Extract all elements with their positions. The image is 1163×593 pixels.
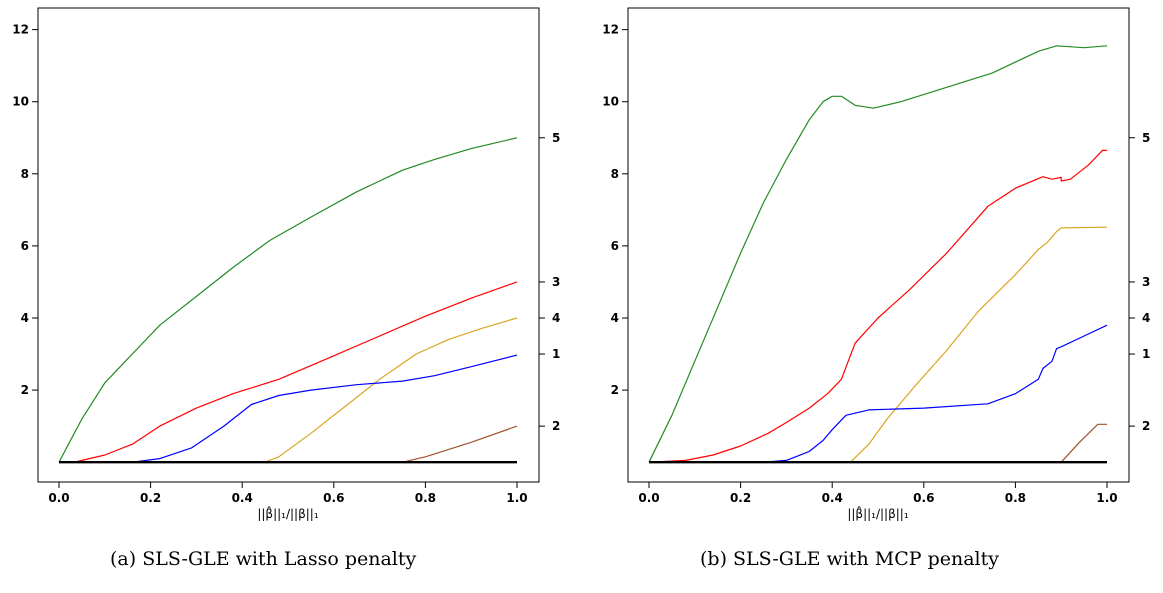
y-tick-label: 10: [602, 95, 619, 109]
series-line-0: [58, 137, 518, 463]
x-tick-label: 0.6: [913, 491, 934, 505]
caption-mcp: (b) SLS-GLE with MCP penalty: [700, 548, 999, 570]
y-tick-label: 10: [12, 95, 29, 109]
right-label-3: 3: [552, 275, 560, 289]
right-label-4: 4: [552, 311, 560, 325]
right-label-4: 4: [1142, 311, 1150, 325]
series-line-2: [59, 317, 518, 463]
series-line-2: [649, 226, 1108, 463]
x-tick-label: 1.0: [1096, 491, 1117, 505]
series-line-0: [648, 45, 1108, 463]
y-tick-label: 8: [611, 167, 619, 181]
x-axis-label: ||β̂||₁/||β||₁: [257, 505, 319, 521]
series-line-4: [649, 423, 1107, 463]
right-label-1: 1: [552, 347, 560, 361]
x-tick-label: 0.8: [1005, 491, 1026, 505]
y-tick-label: 6: [611, 239, 619, 253]
x-tick-label: 0.2: [730, 491, 751, 505]
y-tick-label: 8: [21, 167, 29, 181]
series-line-3: [59, 354, 518, 463]
y-tick-label: 12: [12, 23, 29, 37]
right-label-3: 3: [1142, 275, 1150, 289]
y-tick-label: 4: [611, 311, 619, 325]
x-tick-label: 0.2: [140, 491, 161, 505]
y-tick-label: 2: [21, 383, 29, 397]
caption-lasso: (a) SLS-GLE with Lasso penalty: [110, 548, 417, 570]
right-label-2: 2: [552, 419, 560, 433]
x-tick-label: 0.8: [415, 491, 436, 505]
y-tick-label: 2: [611, 383, 619, 397]
x-tick-label: 1.0: [506, 491, 527, 505]
right-label-5: 5: [1142, 131, 1150, 145]
series-line-1: [58, 281, 518, 463]
x-tick-label: 0.4: [232, 491, 253, 505]
plot-frame: [37, 7, 540, 483]
x-tick-label: 0.0: [638, 491, 659, 505]
right-label-5: 5: [552, 131, 560, 145]
right-label-1: 1: [1142, 347, 1150, 361]
x-tick-label: 0.4: [822, 491, 843, 505]
series-line-3: [649, 324, 1108, 463]
y-tick-label: 4: [21, 311, 29, 325]
series-line-4: [59, 425, 518, 463]
plot-frame: [627, 7, 1130, 483]
right-label-2: 2: [1142, 419, 1150, 433]
y-tick-label: 6: [21, 239, 29, 253]
y-tick-label: 12: [602, 23, 619, 37]
x-tick-label: 0.0: [48, 491, 69, 505]
series-line-1: [648, 149, 1107, 463]
x-axis-label: ||β̂||₁/||β||₁: [847, 505, 909, 521]
x-tick-label: 0.6: [323, 491, 344, 505]
